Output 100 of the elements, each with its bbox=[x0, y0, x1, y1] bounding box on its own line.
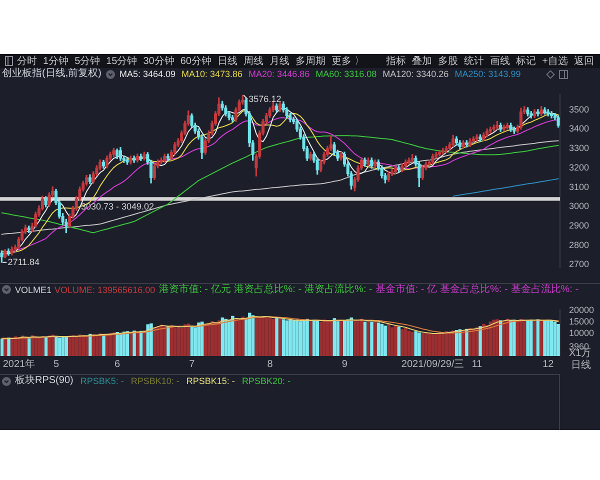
bar bbox=[553, 322, 557, 356]
bar bbox=[98, 333, 102, 356]
bar bbox=[556, 324, 560, 356]
y-tick-label: 2700 bbox=[569, 259, 590, 270]
bar bbox=[106, 334, 109, 356]
bar bbox=[224, 318, 228, 356]
bar bbox=[366, 320, 370, 356]
bar bbox=[54, 336, 58, 356]
bar bbox=[72, 335, 75, 356]
bar bbox=[420, 333, 424, 356]
bar bbox=[231, 316, 234, 356]
bar bbox=[38, 338, 41, 356]
text: MA250: 3143.99 bbox=[454, 68, 521, 80]
bar bbox=[546, 320, 550, 356]
bar bbox=[184, 324, 187, 356]
text: 60分钟 bbox=[180, 54, 212, 68]
bar bbox=[444, 331, 448, 356]
bar bbox=[340, 320, 343, 356]
bar bbox=[384, 326, 387, 356]
bar bbox=[448, 332, 452, 356]
bar bbox=[306, 318, 309, 356]
bar bbox=[272, 318, 275, 356]
x-tick-label: 7 bbox=[189, 358, 196, 370]
bar bbox=[285, 320, 289, 356]
x-tick-label: 5 bbox=[53, 358, 60, 370]
bar bbox=[452, 330, 455, 356]
text: 2711.84 bbox=[8, 256, 40, 267]
text: 多周期 bbox=[296, 54, 326, 68]
bar bbox=[132, 330, 136, 356]
text: 板块RPS(90) bbox=[15, 375, 74, 387]
bar bbox=[404, 328, 408, 356]
bar bbox=[462, 330, 465, 356]
text: 3576.12 bbox=[248, 94, 282, 104]
bar bbox=[482, 324, 486, 356]
text: 港资市值: - 亿元 bbox=[159, 284, 231, 296]
bar bbox=[228, 320, 231, 356]
text: MA60: 3316.08 bbox=[316, 68, 377, 80]
bar bbox=[210, 321, 214, 356]
text: 港资占总比%: - bbox=[234, 284, 302, 296]
bar bbox=[532, 320, 536, 356]
bar bbox=[258, 317, 262, 356]
y-tick-label: 15000 bbox=[569, 316, 594, 326]
bar bbox=[363, 322, 367, 356]
bar bbox=[173, 327, 177, 356]
bar bbox=[410, 332, 414, 356]
bar bbox=[336, 321, 340, 356]
bar bbox=[353, 320, 356, 356]
bar bbox=[136, 332, 140, 356]
bar bbox=[370, 322, 374, 356]
bar bbox=[28, 338, 31, 356]
text: 30分钟 bbox=[143, 54, 174, 68]
bar bbox=[319, 322, 322, 356]
text: 更多 〉 bbox=[332, 55, 364, 68]
bar bbox=[434, 332, 438, 356]
y-tick-label: 20000 bbox=[569, 305, 594, 316]
bar bbox=[153, 327, 156, 356]
text: 1分钟 bbox=[43, 54, 69, 68]
text: 标记 bbox=[516, 54, 536, 68]
bar bbox=[512, 320, 516, 356]
bar bbox=[20, 336, 24, 356]
bar bbox=[278, 318, 282, 356]
bar bbox=[326, 320, 330, 356]
bar bbox=[407, 330, 411, 356]
bar bbox=[418, 332, 421, 356]
bar bbox=[414, 331, 418, 356]
bar bbox=[214, 322, 218, 356]
bar bbox=[316, 320, 320, 356]
x-tick-label: 12 bbox=[542, 358, 554, 370]
y-tick-label: 3000 bbox=[569, 201, 590, 212]
text: 分时 bbox=[17, 54, 37, 68]
bar bbox=[292, 320, 296, 356]
text: 叠加 bbox=[412, 54, 432, 68]
bar bbox=[74, 336, 78, 356]
bar bbox=[58, 337, 62, 356]
text: RPSBK15: - bbox=[186, 375, 235, 387]
y-tick-label: 3100 bbox=[569, 182, 590, 192]
bar bbox=[0, 338, 4, 356]
bar bbox=[390, 327, 394, 356]
bar bbox=[268, 317, 272, 356]
bar bbox=[102, 334, 106, 356]
bar bbox=[332, 318, 336, 356]
y-tick-label: 10000 bbox=[569, 328, 594, 338]
bar bbox=[492, 320, 496, 356]
bar bbox=[88, 334, 92, 356]
bar bbox=[200, 322, 204, 356]
text: 周线 bbox=[244, 54, 264, 68]
y-tick-label: 3400 bbox=[569, 124, 590, 134]
text: RPSBK20: - bbox=[242, 375, 290, 387]
chart-title: 创业板指(日线,前复权) bbox=[2, 68, 102, 80]
bar bbox=[24, 337, 28, 356]
bar bbox=[380, 324, 384, 356]
text: 基金占总比%: - bbox=[440, 284, 508, 296]
bar bbox=[7, 337, 10, 356]
y-tick-label: 2900 bbox=[569, 220, 590, 230]
bar bbox=[540, 320, 543, 356]
text: RPSBK5: - bbox=[80, 375, 124, 387]
bar bbox=[516, 320, 520, 356]
bar bbox=[356, 321, 360, 356]
text: MA10: 3473.86 bbox=[182, 68, 243, 80]
x-tick-label: 2021/09/29/三 bbox=[401, 358, 464, 370]
